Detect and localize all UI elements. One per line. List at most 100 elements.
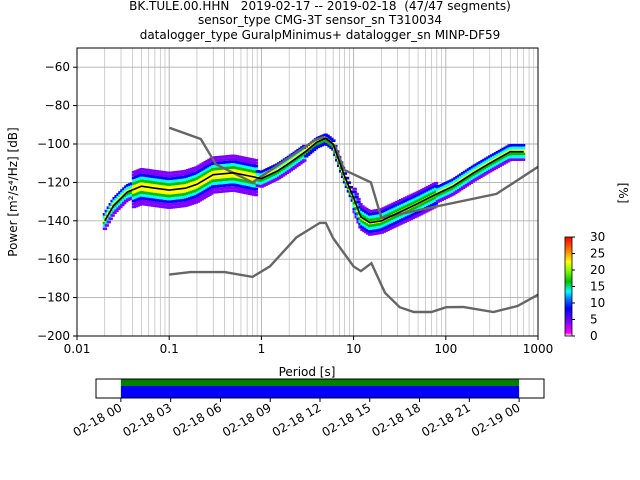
heatmap-cell: [286, 167, 291, 170]
x-tick-label: 0.01: [64, 342, 91, 356]
heatmap-cell: [344, 176, 350, 180]
timeline-tick-label: 02-18 09: [220, 400, 274, 439]
x-axis: 0.01 0.1 1 10 100 1000: [64, 336, 554, 356]
heatmap-cell: [302, 147, 307, 151]
y-tick-label: −160: [37, 252, 70, 266]
colorbar-tick-label: 0: [590, 329, 598, 343]
heatmap-cell: [288, 168, 293, 172]
heatmap-cell: [294, 164, 299, 168]
heatmap-cell: [348, 185, 353, 189]
heatmap-cell: [300, 157, 305, 161]
heatmap-cell: [352, 190, 357, 194]
colorbar-tick-label: 20: [590, 263, 605, 277]
heatmap-cell: [520, 146, 526, 150]
x-tick-label: 1000: [523, 342, 554, 356]
colorbar: [564, 236, 573, 337]
chart-title-line-3: datalogger_type GuralpMinimus+ datalogge…: [139, 28, 501, 42]
heatmap-cell: [106, 220, 111, 224]
heatmap-cell: [298, 159, 303, 162]
heatmap-cell: [118, 205, 123, 209]
heatmap-cell: [329, 137, 334, 141]
heatmap-cell: [296, 151, 301, 155]
y-tick-label: −200: [37, 329, 70, 343]
series-line-noise-model-low: [169, 221, 538, 314]
heatmap-cell: [304, 154, 309, 158]
heatmap-cell: [253, 159, 259, 162]
timeline-tick-label: 02-18 12: [270, 400, 324, 439]
heatmap-cell: [298, 150, 303, 154]
colorbar-tick-label: 25: [590, 247, 605, 261]
y-tick-label: −180: [37, 291, 70, 305]
series-line-mean-psd: [104, 137, 524, 224]
colorbar-tick-label: 10: [590, 296, 605, 310]
heatmap-cell: [286, 170, 291, 173]
y-tick-label: −140: [37, 214, 70, 228]
timeline-tick-label: 02-18 06: [170, 400, 224, 439]
colorbar-tick-label: 5: [590, 313, 598, 327]
heatmap-cell: [433, 181, 439, 185]
heatmap-cell: [288, 157, 293, 160]
heatmap-cell: [309, 150, 315, 153]
heatmap-cell: [296, 163, 301, 166]
heatmap-cell: [120, 203, 125, 207]
heatmap-cell: [110, 214, 115, 217]
heatmap-cell: [253, 161, 259, 165]
heatmap-cell: [292, 160, 297, 163]
colorbar-tick-label: 15: [590, 280, 605, 294]
timeline-tick-label: 02-18 15: [320, 400, 374, 439]
heatmap-cell: [290, 164, 295, 168]
y-axis-label: Power [m²/s⁴/Hz] [dB]: [6, 127, 20, 256]
timeline-strip: [120, 379, 520, 398]
heatmap-cell: [112, 211, 117, 214]
heatmap-cell: [300, 160, 305, 164]
heatmap-cell: [253, 190, 259, 194]
heatmap-cell: [292, 154, 297, 158]
colorbar-ticks: 0 5 10 15 20 25 30: [572, 230, 605, 343]
heatmap-cell: [325, 143, 330, 146]
y-tick-label: −120: [37, 175, 70, 189]
colorbar-label: [%]: [616, 183, 630, 204]
x-axis-label: Period [s]: [279, 365, 336, 379]
heatmap-cell: [286, 158, 291, 162]
y-tick-label: −80: [45, 99, 70, 113]
heatmap-cell: [253, 167, 259, 171]
heatmap-cell: [108, 217, 113, 221]
heatmap-cell: [356, 197, 361, 201]
heatmap-cell: [520, 155, 526, 159]
heatmap-cell: [327, 136, 332, 139]
heatmap-cell: [342, 172, 348, 175]
timeline-tick-label: 02-18 03: [120, 400, 174, 439]
heatmap-cell: [292, 163, 297, 166]
heatmap-cell: [294, 153, 299, 156]
heatmap-cell: [253, 164, 259, 168]
heatmap-cell: [294, 158, 299, 162]
timeline-tick-label: 02-18 21: [419, 400, 473, 439]
heatmap-cell: [290, 161, 295, 165]
heatmap-cell: [286, 164, 291, 168]
heatmap-cell: [307, 151, 313, 155]
timeline-band: [120, 386, 520, 398]
chart-title-line-2: sensor_type CMG-3T sensor_sn T310034: [197, 13, 443, 27]
heatmap-cell: [292, 166, 297, 169]
heatmap-cell: [298, 156, 303, 159]
heatmap-cell: [124, 185, 129, 188]
heatmap-cell: [124, 196, 129, 200]
timeline-band: [120, 379, 520, 386]
heatmap-cell: [294, 161, 299, 165]
heatmap-cell: [288, 165, 293, 169]
heatmap-cell: [302, 156, 307, 159]
heatmap-cell: [253, 193, 259, 197]
x-tick-label: 1: [258, 342, 266, 356]
x-tick-label: 10: [346, 342, 361, 356]
colorbar-tick-label: 30: [590, 230, 605, 244]
y-axis: −200 −180 −160 −140 −120 −100 −80 −60: [37, 60, 77, 343]
heatmap-cell: [296, 160, 301, 164]
heatmap-cell: [124, 199, 129, 203]
heatmap-cell: [306, 153, 311, 156]
timeline-tick-label: 02-19 00: [469, 400, 523, 439]
heatmap-cell: [356, 200, 361, 204]
heatmap-cell: [302, 153, 307, 157]
heatmap-cell: [124, 188, 129, 191]
heatmap-cell: [520, 152, 526, 156]
heatmap-cell: [327, 144, 332, 148]
